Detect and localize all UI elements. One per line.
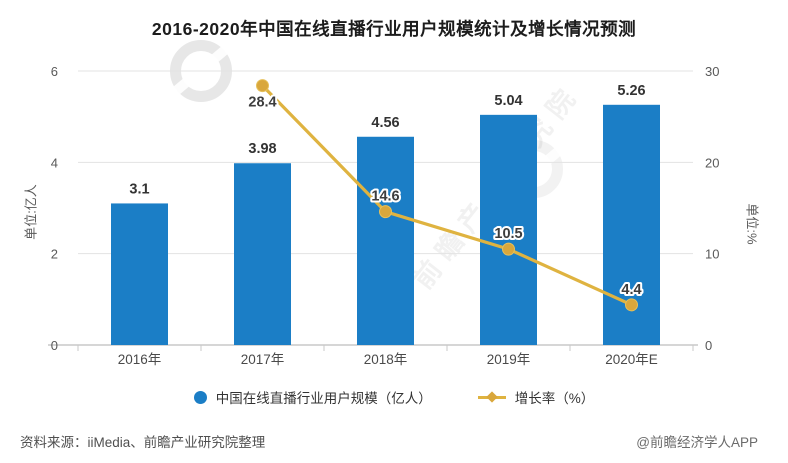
x-axis-label: 2019年 bbox=[487, 352, 531, 367]
left-axis-tick-label: 2 bbox=[51, 247, 58, 262]
legend-item-growth: 增长率（%） bbox=[477, 387, 595, 407]
left-axis-tick-label: 4 bbox=[51, 155, 58, 170]
legend-line-label: 增长率（%） bbox=[514, 391, 595, 406]
growth-rate-line bbox=[260, 84, 634, 307]
right-axis-tick-label: 0 bbox=[705, 338, 712, 353]
line-marker bbox=[256, 79, 269, 93]
bar-value-label: 5.26 bbox=[617, 83, 645, 99]
bar-2019年 bbox=[480, 114, 537, 345]
bar-value-label: 4.56 bbox=[371, 115, 399, 131]
legend-line-swatch-icon bbox=[477, 391, 506, 403]
legend-bar-swatch-icon bbox=[193, 390, 207, 404]
legend-item-users: 中国在线直播行业用户规模（亿人） bbox=[193, 387, 432, 407]
bar-value-label: 3.1 bbox=[129, 181, 149, 197]
credit-text: @前瞻经济学人APP bbox=[636, 435, 758, 450]
x-axis-label: 2020年E bbox=[605, 352, 658, 367]
bar-2016年 bbox=[111, 203, 168, 345]
line-value-label: 10.5 bbox=[494, 226, 522, 242]
bar-2018年 bbox=[357, 136, 414, 345]
data-source-text: 资料来源：iiMedia、前瞻产业研究院整理 bbox=[20, 435, 266, 450]
right-axis-tick-label: 20 bbox=[705, 155, 719, 170]
legend-bar-label: 中国在线直播行业用户规模（亿人） bbox=[215, 391, 432, 406]
bar-value-label: 5.04 bbox=[494, 93, 522, 109]
line-marker bbox=[625, 298, 638, 312]
right-axis-tick-label: 10 bbox=[705, 247, 719, 262]
x-axis-label: 2018年 bbox=[364, 352, 408, 367]
legend-diamond-marker-icon bbox=[486, 391, 498, 403]
line-value-label: 4.4 bbox=[621, 282, 641, 298]
x-axis-label: 2017年 bbox=[241, 352, 285, 367]
line-value-label: 28.4 bbox=[248, 95, 276, 111]
line-marker bbox=[502, 242, 515, 256]
x-axis-label: 2016年 bbox=[118, 352, 162, 367]
right-axis-unit-label: 单位:% bbox=[744, 203, 760, 245]
left-axis-tick-label: 6 bbox=[51, 64, 58, 79]
left-axis-unit-label: 单位:亿人 bbox=[23, 184, 39, 240]
left-axis-tick-label: 0 bbox=[51, 338, 58, 353]
line-marker bbox=[379, 205, 392, 219]
line-value-label: 14.6 bbox=[371, 189, 399, 205]
right-axis-tick-label: 30 bbox=[705, 64, 719, 79]
bar-value-label: 3.98 bbox=[248, 141, 276, 157]
bar-2017年 bbox=[234, 163, 291, 345]
chart-title: 2016-2020年中国在线直播行业用户规模统计及增长情况预测 bbox=[151, 19, 637, 39]
legend: 中国在线直播行业用户规模（亿人） 增长率（%） bbox=[0, 385, 788, 409]
